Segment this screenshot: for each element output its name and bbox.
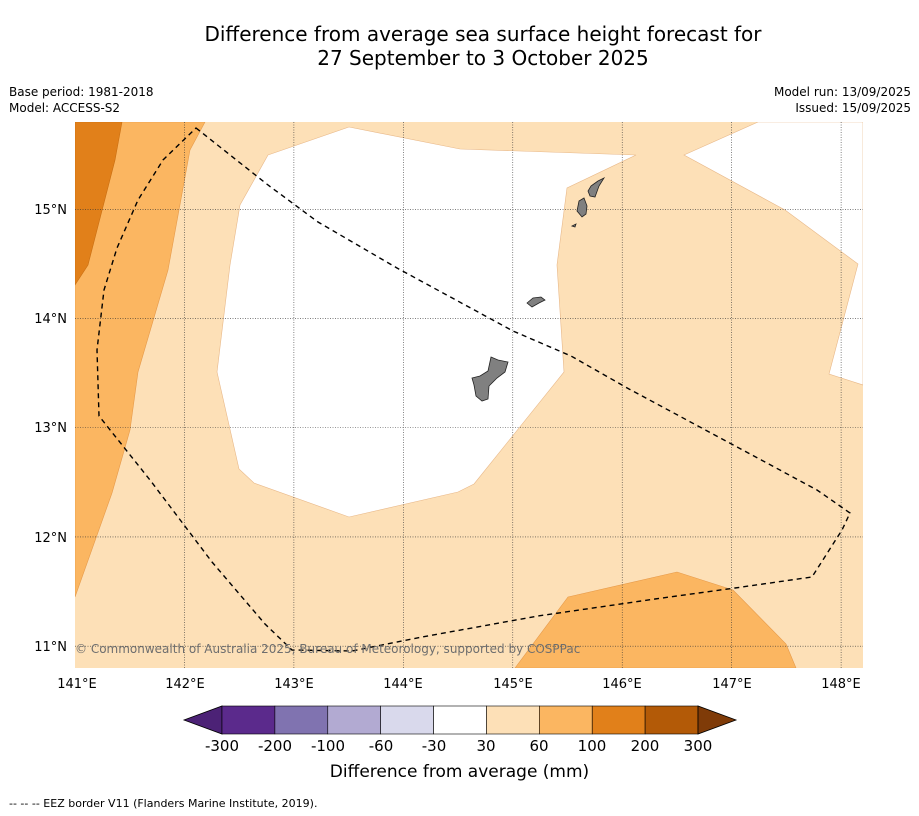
- colorbar-swatch: [433, 705, 487, 735]
- colorbar-tick-label: 200: [631, 737, 660, 755]
- longitude-tick-labels: 141°E 142°E 143°E 144°E 145°E 146°E 147°…: [57, 677, 861, 692]
- colorbar-swatch: [274, 705, 329, 735]
- colorbar-extend-high: [697, 705, 738, 735]
- latitude-tick-labels: 15°N 14°N 13°N 12°N 11°N: [34, 203, 67, 655]
- island-saipan: [587, 177, 606, 198]
- lon-tick-label: 142°E: [165, 677, 205, 692]
- eez-border: [96, 127, 851, 652]
- island-rota: [526, 296, 546, 308]
- graticule: [75, 122, 863, 668]
- meta-left: Base period: 1981-2018 Model: ACCESS-S2: [9, 84, 154, 116]
- island-aguijan: [570, 223, 577, 228]
- colorbar-swatch: [486, 705, 540, 735]
- island-guam: [471, 356, 509, 402]
- lat-tick-label: 15°N: [34, 203, 67, 218]
- colorbar-tick-label: -100: [311, 737, 345, 755]
- anomaly-band-60-100-south: [514, 571, 797, 668]
- model-name: Model: ACCESS-S2: [9, 101, 121, 115]
- model-run: Model run: 13/09/2025: [773, 85, 911, 99]
- title-line-2: 27 September to 3 October 2025: [317, 46, 649, 70]
- title-line-1: Difference from average sea surface heig…: [204, 22, 762, 46]
- base-period: Base period: 1981-2018: [9, 85, 154, 99]
- lat-tick-label: 12°N: [34, 531, 67, 546]
- copyright-notice: © Commonwealth of Australia 2025, Bureau…: [75, 642, 580, 656]
- lat-tick-label: 11°N: [34, 640, 67, 655]
- lon-tick-label: 141°E: [57, 677, 97, 692]
- lon-tick-label: 147°E: [712, 677, 752, 692]
- anomaly-band-neutral-east: [683, 122, 863, 386]
- colorbar-labels: -300 -200 -100 -60 -30 30 60 100 200 300: [205, 737, 712, 755]
- colorbar-swatch: [327, 705, 381, 735]
- colorbar-tick-label: -60: [369, 737, 394, 755]
- colorbar-swatch: [221, 705, 276, 735]
- lon-tick-label: 148°E: [821, 677, 861, 692]
- anomaly-band-100-200-west: [75, 122, 123, 286]
- colorbar-extend-low: [182, 705, 223, 735]
- lon-tick-label: 143°E: [274, 677, 314, 692]
- colorbar-tick-label: -30: [422, 737, 447, 755]
- colorbar: [182, 705, 738, 735]
- colorbar-tick-label: 300: [684, 737, 713, 755]
- lat-tick-label: 13°N: [34, 421, 67, 436]
- lon-tick-label: 144°E: [383, 677, 423, 692]
- island-tinian: [576, 197, 588, 218]
- map-panel: © Commonwealth of Australia 2025, Bureau…: [75, 122, 863, 668]
- issued-date: Issued: 15/09/2025: [795, 101, 911, 115]
- colorbar-tick-label: 60: [529, 737, 548, 755]
- colorbar-swatch: [591, 705, 646, 735]
- lat-tick-label: 14°N: [34, 312, 67, 327]
- lon-tick-label: 146°E: [602, 677, 642, 692]
- colorbar-swatch: [380, 705, 434, 735]
- map-title: Difference from average sea surface heig…: [0, 22, 919, 70]
- eez-legend-note: -- -- -- EEZ border V11 (Flanders Marine…: [9, 797, 318, 810]
- colorbar-tick-label: 100: [578, 737, 607, 755]
- colorbar-tick-label: 30: [476, 737, 495, 755]
- anomaly-band-60-100-west: [75, 122, 206, 598]
- colorbar-swatch: [644, 705, 699, 735]
- colorbar-tick-label: -300: [205, 737, 239, 755]
- meta-right: Model run: 13/09/2025 Issued: 15/09/2025: [774, 84, 911, 116]
- colorbar-tick-label: -200: [258, 737, 292, 755]
- lon-tick-label: 145°E: [493, 677, 533, 692]
- colorbar-swatch: [539, 705, 593, 735]
- colorbar-title: Difference from average (mm): [329, 762, 590, 782]
